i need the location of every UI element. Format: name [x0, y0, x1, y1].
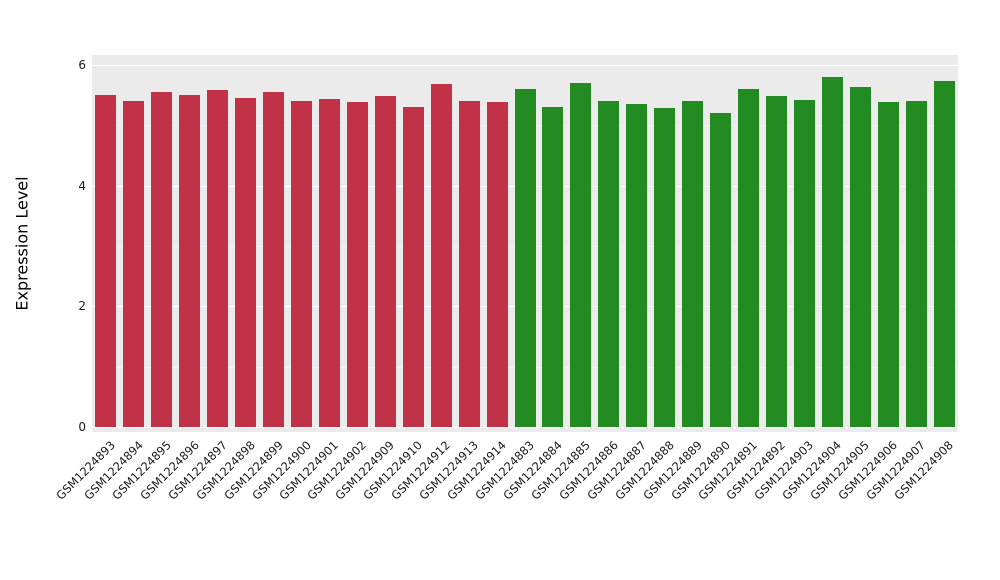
y-axis-title: Expression Level [0, 55, 44, 432]
bar [626, 103, 648, 427]
bar [151, 91, 173, 427]
bar [737, 89, 759, 427]
bar [458, 100, 480, 427]
bar [821, 77, 843, 427]
bar [179, 95, 201, 427]
y-axis-title-text: Expression Level [12, 176, 32, 311]
bar [374, 96, 396, 427]
bar [793, 100, 815, 427]
bar [849, 86, 871, 427]
bar [291, 100, 313, 427]
bar [514, 89, 536, 427]
bar [95, 95, 117, 427]
bar [598, 100, 620, 427]
bar [235, 97, 257, 427]
bar [346, 102, 368, 427]
bars-layer [92, 55, 958, 432]
gridline-major [92, 65, 958, 66]
plot-area [92, 55, 958, 432]
bar [765, 96, 787, 427]
bar [207, 90, 229, 427]
bar [318, 98, 340, 427]
bar [877, 101, 899, 427]
bar [430, 84, 452, 427]
bar [905, 101, 927, 427]
bar [402, 106, 424, 427]
bar [710, 112, 732, 427]
bar [654, 107, 676, 427]
bar [123, 101, 145, 427]
y-tick-label: 2 [78, 299, 86, 314]
y-tick-label: 4 [78, 178, 86, 193]
y-tick-label: 6 [78, 58, 86, 72]
gridline-major [92, 427, 958, 428]
bar [542, 106, 564, 427]
bar [263, 92, 285, 427]
bar [682, 100, 704, 427]
bar [486, 102, 508, 427]
bar [570, 83, 592, 427]
bar [933, 81, 955, 427]
y-tick-label: 0 [78, 420, 86, 434]
